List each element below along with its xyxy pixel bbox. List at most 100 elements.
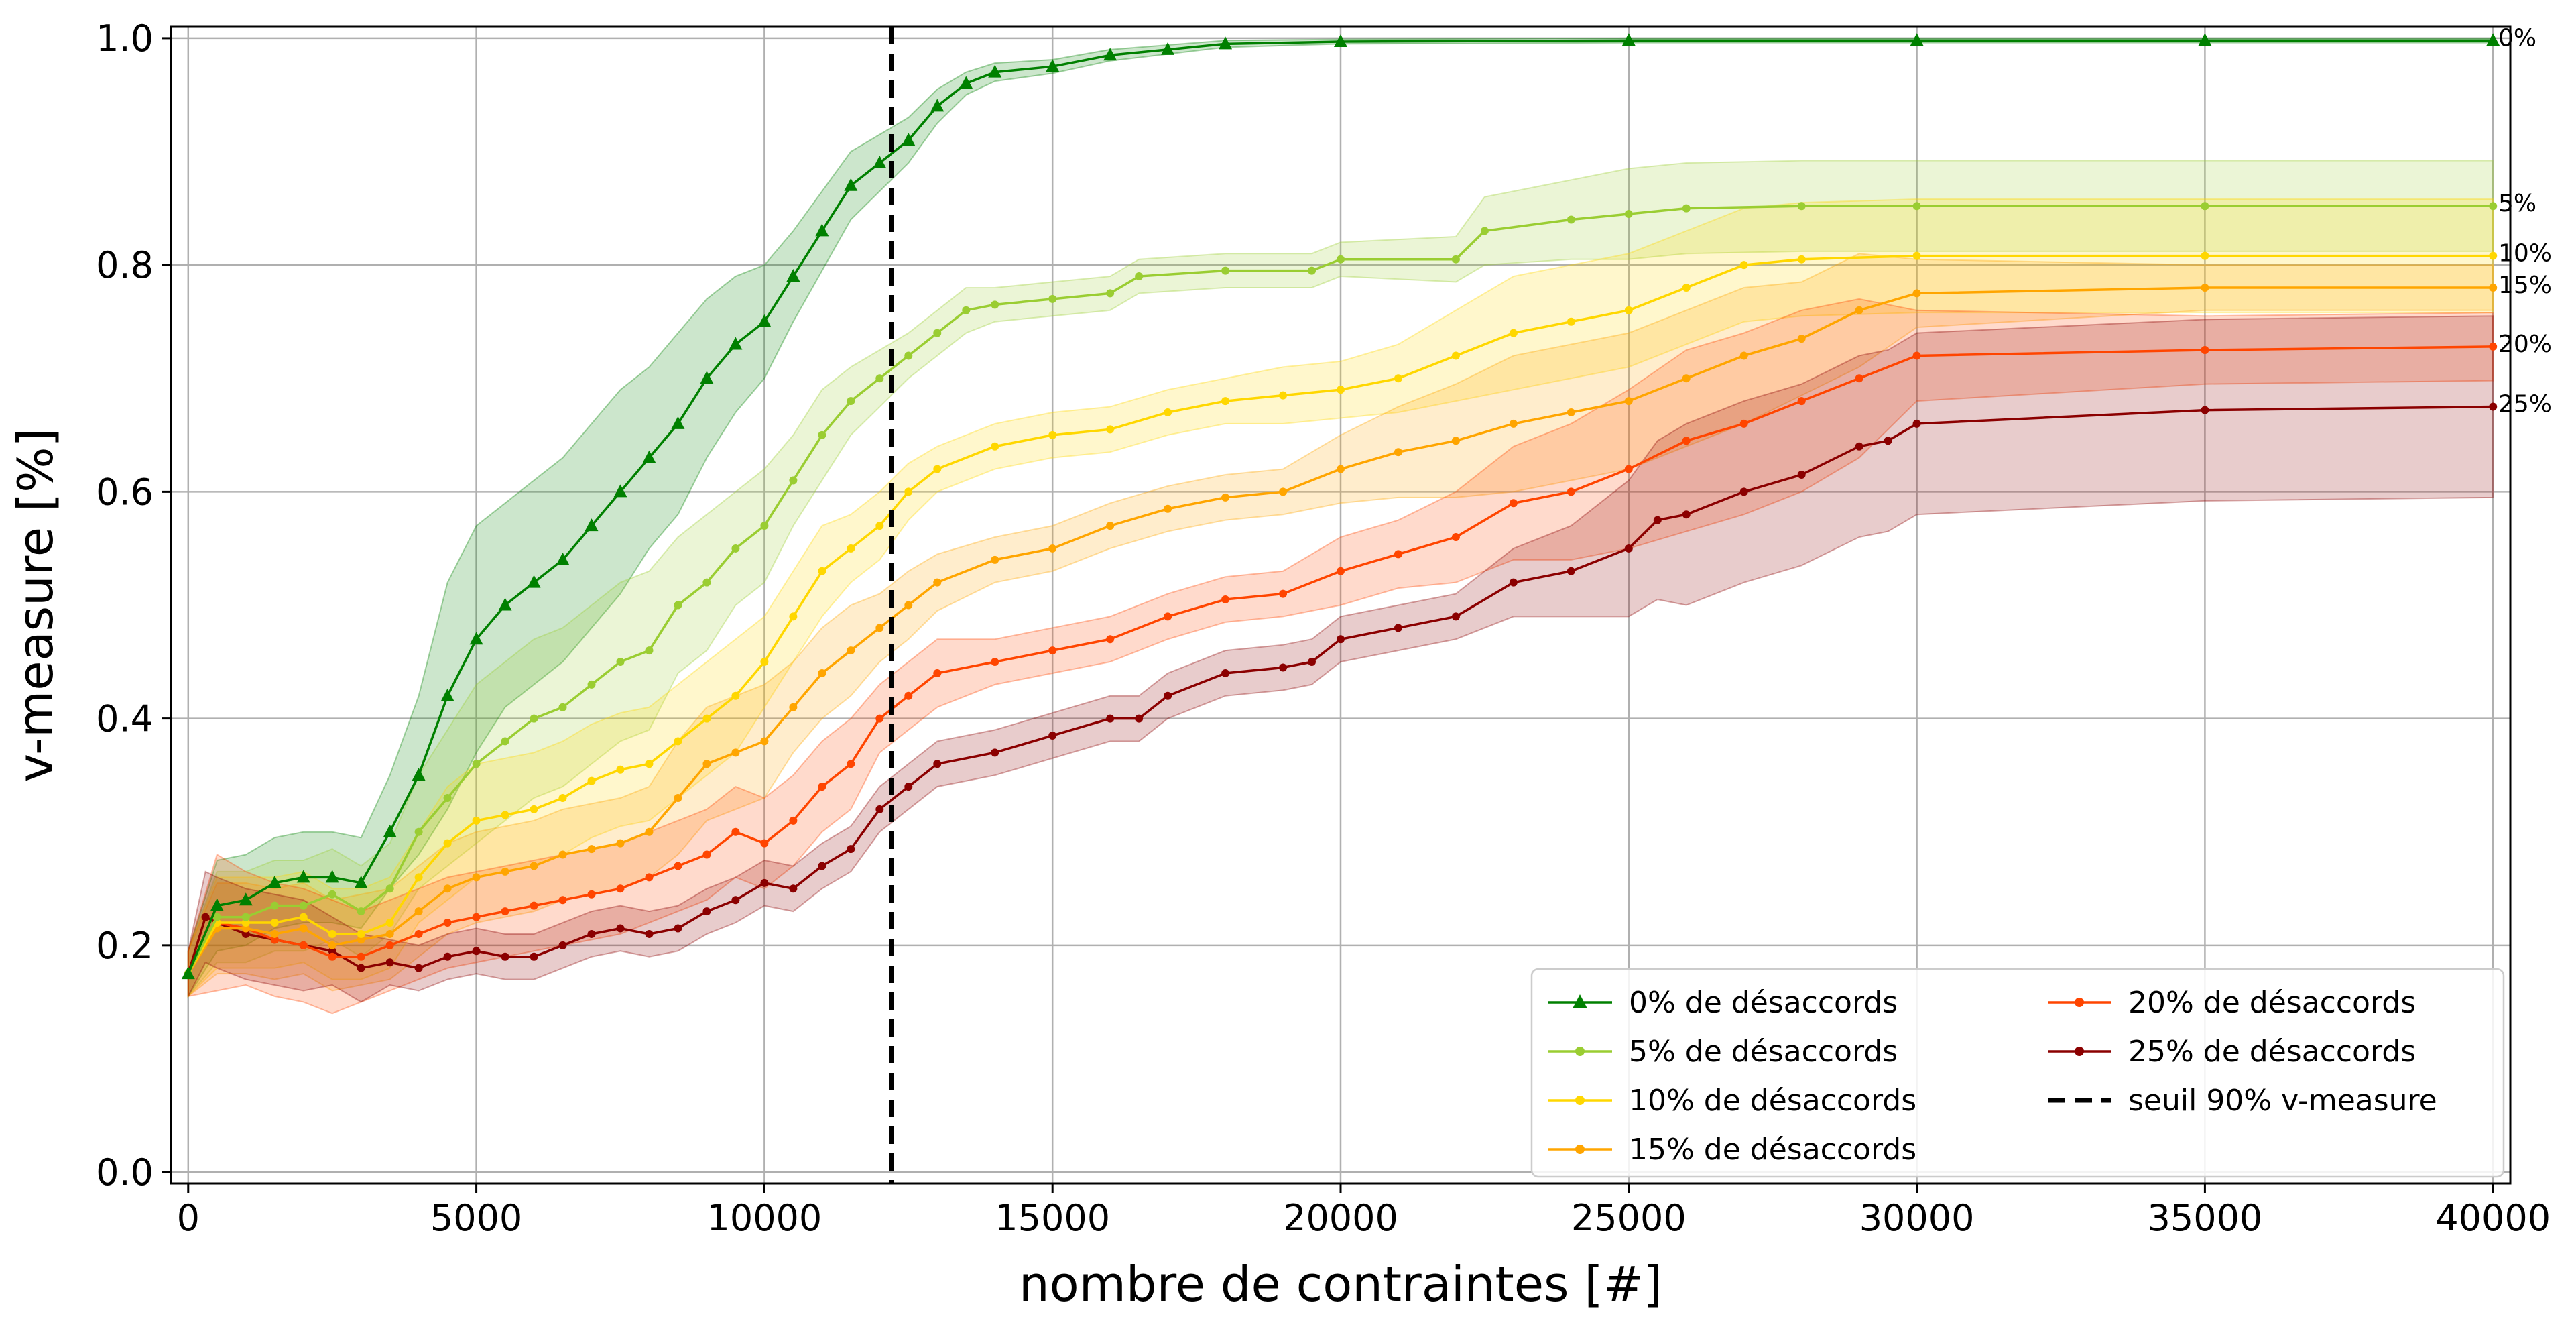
data-point [556, 552, 570, 565]
legend-marker [1575, 1047, 1585, 1056]
data-point [1337, 567, 1345, 575]
data-point [241, 913, 250, 921]
data-point [558, 896, 567, 905]
data-point [501, 811, 509, 819]
data-point [1135, 714, 1144, 723]
data-point [385, 884, 394, 893]
data-point [789, 612, 798, 621]
data-point [847, 646, 855, 655]
data-point [1164, 504, 1172, 513]
data-point [991, 555, 999, 564]
data-point [757, 314, 772, 327]
data-point [1567, 215, 1575, 224]
data-point [671, 416, 685, 429]
x-axis-label: nombre de contraintes [#] [1019, 1256, 1662, 1312]
legend-label: 0% de désaccords [1629, 986, 1898, 1020]
data-point [786, 269, 800, 282]
series-line [187, 345, 2494, 974]
data-point [530, 714, 538, 723]
data-point [933, 465, 942, 473]
legend-marker [1575, 1096, 1585, 1105]
data-point [530, 805, 538, 813]
data-point [440, 688, 454, 701]
data-point [904, 691, 913, 700]
data-point [267, 875, 282, 888]
data-point [1219, 36, 1233, 50]
x-tick-label: 40000 [2435, 1197, 2551, 1239]
data-point [299, 901, 308, 910]
data-point [789, 816, 798, 825]
data-point [1739, 351, 1748, 360]
data-point [328, 890, 336, 899]
legend-marker [2075, 998, 2084, 1007]
data-point [789, 884, 798, 893]
data-point [731, 896, 740, 905]
legend-label: seuil 90% v-measure [2128, 1084, 2437, 1118]
data-point [1884, 437, 1892, 445]
legend: 0% de désaccords 5% de désaccords 10% de … [1530, 968, 2505, 1178]
data-point [296, 870, 310, 883]
data-point [904, 601, 913, 610]
data-point [2489, 402, 2498, 411]
data-point [1910, 33, 1924, 46]
data-point [498, 597, 512, 611]
data-point [527, 575, 541, 588]
data-point [414, 964, 423, 972]
confidence-band [187, 198, 2494, 998]
legend-label: 15% de désaccords [1629, 1133, 1916, 1167]
data-point [2489, 251, 2498, 260]
data-point [789, 476, 798, 485]
data-point [1855, 306, 1863, 314]
data-point [702, 714, 711, 723]
data-point [1164, 612, 1172, 621]
data-point [1624, 397, 1633, 406]
data-point [1912, 202, 1921, 211]
data-point [988, 64, 1002, 78]
data-point [443, 919, 452, 927]
data-point [1048, 430, 1057, 439]
data-point [1048, 646, 1057, 655]
data-point [328, 947, 336, 956]
data-point [760, 737, 769, 746]
data-point [1394, 374, 1402, 383]
data-point [875, 624, 884, 632]
data-point [847, 760, 855, 768]
series-end-label: 20% [2498, 331, 2552, 358]
data-point [1682, 283, 1691, 292]
data-point [702, 850, 711, 859]
data-point [472, 913, 481, 921]
x-tick-label: 25000 [1571, 1197, 1686, 1239]
data-point [1451, 437, 1460, 445]
confidence-band [187, 160, 2494, 998]
data-point [645, 873, 654, 882]
data-point [1624, 465, 1633, 473]
data-point [847, 397, 855, 406]
data-point [1161, 42, 1175, 55]
data-point [1567, 408, 1575, 416]
data-point [702, 760, 711, 768]
data-point [181, 966, 195, 980]
legend-label: 25% de désaccords [2128, 1035, 2416, 1069]
data-point [1480, 227, 1489, 235]
data-point [414, 873, 423, 882]
data-point [357, 935, 365, 944]
data-point [472, 816, 481, 825]
data-point [1394, 550, 1402, 559]
data-point [443, 884, 452, 893]
y-tick-label: 0.4 [96, 698, 154, 740]
data-point [818, 862, 826, 870]
data-point [1048, 731, 1057, 740]
data-point [1855, 374, 1863, 383]
data-point [2201, 202, 2209, 211]
data-point [530, 862, 538, 870]
data-point [616, 765, 625, 774]
data-point [587, 929, 596, 938]
legend-label: 20% de désaccords [2128, 986, 2416, 1020]
data-point [873, 155, 887, 168]
data-point [299, 941, 308, 949]
data-point [558, 941, 567, 949]
data-point [2489, 283, 2498, 292]
data-point [875, 522, 884, 530]
data-point [585, 518, 599, 532]
data-point [616, 658, 625, 667]
